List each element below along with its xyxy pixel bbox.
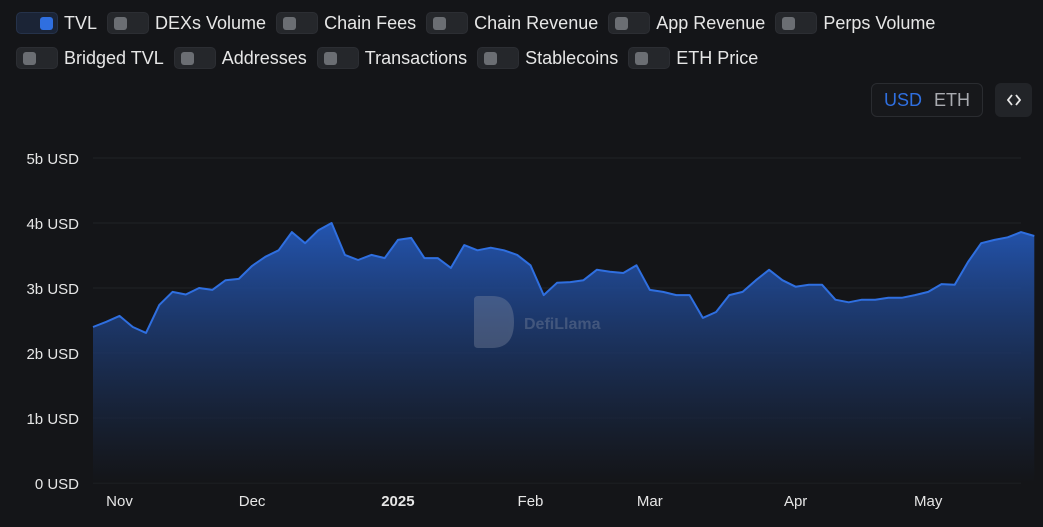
y-tick-label: 2b USD bbox=[26, 346, 79, 363]
metric-toggle[interactable]: Chain Fees bbox=[276, 12, 416, 34]
toggle-switch[interactable] bbox=[173, 47, 216, 69]
metric-toggle[interactable]: Bridged TVL bbox=[16, 47, 164, 69]
toggle-knob bbox=[283, 17, 297, 30]
toggle-label: DEXs Volume bbox=[155, 12, 267, 33]
toggle-switch[interactable] bbox=[16, 47, 58, 69]
watermark-text: DefiLlama bbox=[524, 316, 601, 333]
metric-toggle[interactable]: Stablecoins bbox=[477, 47, 618, 69]
metric-toggles: TVL DEXs Volume Chain Fees Chain Revenue App… bbox=[16, 12, 1016, 69]
metric-toggle[interactable]: Chain Revenue bbox=[426, 12, 598, 34]
toggle-switch[interactable] bbox=[628, 47, 671, 69]
toggle-switch[interactable] bbox=[107, 12, 150, 34]
toggle-switch[interactable] bbox=[426, 12, 469, 34]
y-tick-label: 3b USD bbox=[26, 281, 79, 298]
toggle-label: Chain Revenue bbox=[474, 12, 599, 33]
metric-toggle[interactable]: Perps Volume bbox=[775, 12, 935, 34]
y-tick-label: 0 USD bbox=[35, 476, 79, 493]
denomination-option[interactable]: ETH bbox=[934, 89, 971, 110]
toggle-label: Chain Fees bbox=[324, 12, 417, 33]
metric-toggle[interactable]: Addresses bbox=[173, 47, 307, 69]
toggle-knob bbox=[484, 52, 498, 65]
toggle-knob bbox=[635, 52, 649, 65]
toggle-switch[interactable] bbox=[608, 12, 651, 34]
area-line bbox=[92, 222, 1035, 334]
x-tick-label: May bbox=[914, 493, 943, 510]
metric-toggle[interactable]: ETH Price bbox=[628, 47, 758, 69]
toggle-knob bbox=[323, 52, 337, 65]
toggle-label: ETH Price bbox=[676, 47, 759, 68]
toggle-knob bbox=[615, 17, 629, 30]
embed-button[interactable] bbox=[995, 83, 1032, 117]
toggle-label: TVL bbox=[64, 12, 98, 33]
toggle-switch[interactable] bbox=[316, 47, 359, 69]
denomination-option[interactable]: USD bbox=[884, 89, 923, 110]
toggle-knob bbox=[114, 17, 128, 30]
x-tick-label: Apr bbox=[784, 493, 807, 510]
area-fill bbox=[93, 223, 1035, 483]
y-tick-label: 5b USD bbox=[26, 151, 79, 168]
toggle-switch[interactable] bbox=[16, 12, 58, 34]
toggle-switch[interactable] bbox=[477, 47, 520, 69]
toggle-label: App Revenue bbox=[656, 12, 766, 33]
x-tick-label: Dec bbox=[239, 493, 266, 510]
x-tick-label: Mar bbox=[637, 493, 663, 510]
toggle-label: Perps Volume bbox=[823, 12, 936, 33]
toggle-label: Addresses bbox=[221, 47, 307, 68]
toggle-knob bbox=[40, 17, 53, 30]
metric-toggle[interactable]: TVL bbox=[16, 12, 97, 34]
y-tick-label: 4b USD bbox=[26, 216, 79, 233]
metric-toggle[interactable]: App Revenue bbox=[608, 12, 765, 34]
y-tick-label: 1b USD bbox=[26, 411, 79, 428]
x-tick-label: 2025 bbox=[381, 493, 414, 510]
toggle-knob bbox=[782, 17, 796, 30]
toggle-label: Bridged TVL bbox=[64, 47, 164, 68]
watermark: DefiLlama bbox=[474, 296, 601, 348]
toggle-switch[interactable] bbox=[276, 12, 319, 34]
watermark-logo bbox=[474, 296, 514, 348]
toggle-knob bbox=[180, 52, 194, 65]
metric-toggle[interactable]: Transactions bbox=[316, 47, 468, 69]
x-tick-label: Feb bbox=[518, 493, 544, 510]
metric-toggle[interactable]: DEXs Volume bbox=[107, 12, 266, 34]
embed-icon bbox=[1006, 94, 1021, 106]
toggle-label: Stablecoins bbox=[525, 47, 619, 68]
toggle-label: Transactions bbox=[364, 47, 468, 68]
toggle-switch[interactable] bbox=[775, 12, 818, 34]
denomination-switch: USD ETH bbox=[871, 83, 984, 117]
toggle-knob bbox=[23, 52, 36, 65]
toggle-knob bbox=[433, 17, 447, 30]
x-tick-label: Nov bbox=[106, 493, 133, 510]
